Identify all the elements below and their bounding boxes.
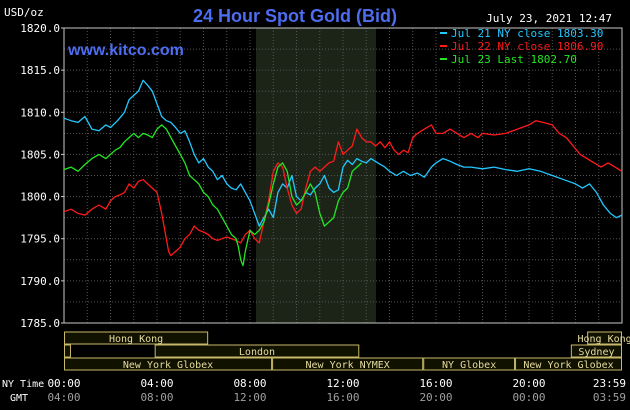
x-tick-gmt: 03:59 xyxy=(593,391,626,404)
y-tick-label: 1805.0 xyxy=(20,148,60,161)
series-line-0 xyxy=(63,79,623,227)
session-label: New York NYMEX xyxy=(306,360,390,371)
series-lines xyxy=(63,79,623,267)
session-label: Sydney xyxy=(578,347,614,358)
session-new-york-globex-late: New York Globex xyxy=(515,357,622,371)
series-line-1 xyxy=(63,120,623,257)
unit-label: USD/oz xyxy=(4,6,44,19)
date-label: July 23, 2021 12:47 xyxy=(486,12,612,25)
legend-label: Jul 22 NY close 1806.90 xyxy=(451,40,603,53)
session-label: London xyxy=(239,347,275,358)
y-tick-label: 1785.0 xyxy=(20,317,60,330)
session-box xyxy=(64,344,71,358)
session-box xyxy=(64,331,209,345)
session-ny-globex: NY Globex xyxy=(423,357,516,371)
y-axis: 1785.0 1790.0 1795.0 1800.0 1805.0 1810.0 1815… xyxy=(20,22,64,330)
x-tick-ny: 08:00 xyxy=(233,377,266,390)
session-hong-kong-late: Hong Kong xyxy=(577,331,630,345)
session-new-york-nymex: New York NYMEX xyxy=(272,357,424,371)
x-tick-gmt: 08:00 xyxy=(140,391,173,404)
session-label: New York Globex xyxy=(123,360,213,371)
session-london-start xyxy=(64,344,71,358)
plot-border xyxy=(63,27,623,324)
session-hong-kong: Hong Kong xyxy=(64,331,209,345)
x-tick-gmt: 00:00 xyxy=(512,391,545,404)
x-tick-gmt: 20:00 xyxy=(419,391,452,404)
session-label: Hong Kong xyxy=(577,334,630,345)
x-tick-ny: 20:00 xyxy=(512,377,545,390)
y-tick-label: 1790.0 xyxy=(20,275,60,288)
session-box xyxy=(515,357,622,371)
session-box xyxy=(154,344,360,358)
session-new-york-globex: New York Globex xyxy=(64,357,273,371)
x-axis: 00:0004:0004:0008:0008:0012:0012:0016:00… xyxy=(47,377,626,404)
session-label: NY Globex xyxy=(442,360,496,371)
y-tick-label: 1795.0 xyxy=(20,233,60,246)
y-tick-label: 1810.0 xyxy=(20,106,60,119)
chart-grid xyxy=(64,28,622,323)
y-tick-label: 1815.0 xyxy=(20,64,60,77)
session-box xyxy=(64,357,273,371)
ny-time-label: NY Time xyxy=(2,379,44,390)
x-tick-ny: 23:59 xyxy=(593,377,626,390)
chart-title: 24 Hour Spot Gold (Bid) xyxy=(193,6,397,26)
website-label[interactable]: www.kitco.com xyxy=(67,42,184,59)
y-tick-label: 1800.0 xyxy=(20,191,60,204)
x-tick-ny: 04:00 xyxy=(140,377,173,390)
x-tick-ny: 00:00 xyxy=(47,377,80,390)
series-line-2 xyxy=(63,124,363,267)
x-tick-gmt: 04:00 xyxy=(47,391,80,404)
gmt-label: GMT xyxy=(10,393,28,404)
session-box xyxy=(272,357,424,371)
session-label: Hong Kong xyxy=(109,334,163,345)
session-box xyxy=(570,344,622,358)
session-sydney: Sydney xyxy=(570,344,622,358)
session-label: New York Globex xyxy=(523,360,613,371)
session-london: London xyxy=(154,344,360,358)
legend-label: Jul 21 NY close 1803.30 xyxy=(451,27,603,40)
x-tick-gmt: 16:00 xyxy=(326,391,359,404)
y-tick-label: 1820.0 xyxy=(20,22,60,35)
session-box xyxy=(423,357,516,371)
session-box xyxy=(587,331,622,345)
legend-label: Jul 23 Last 1802.70 xyxy=(451,53,577,66)
trading-sessions: Hong Kong Hong Kong London Sydney New York G… xyxy=(64,331,630,371)
x-tick-ny: 16:00 xyxy=(419,377,452,390)
x-tick-ny: 12:00 xyxy=(326,377,359,390)
x-tick-gmt: 12:00 xyxy=(233,391,266,404)
